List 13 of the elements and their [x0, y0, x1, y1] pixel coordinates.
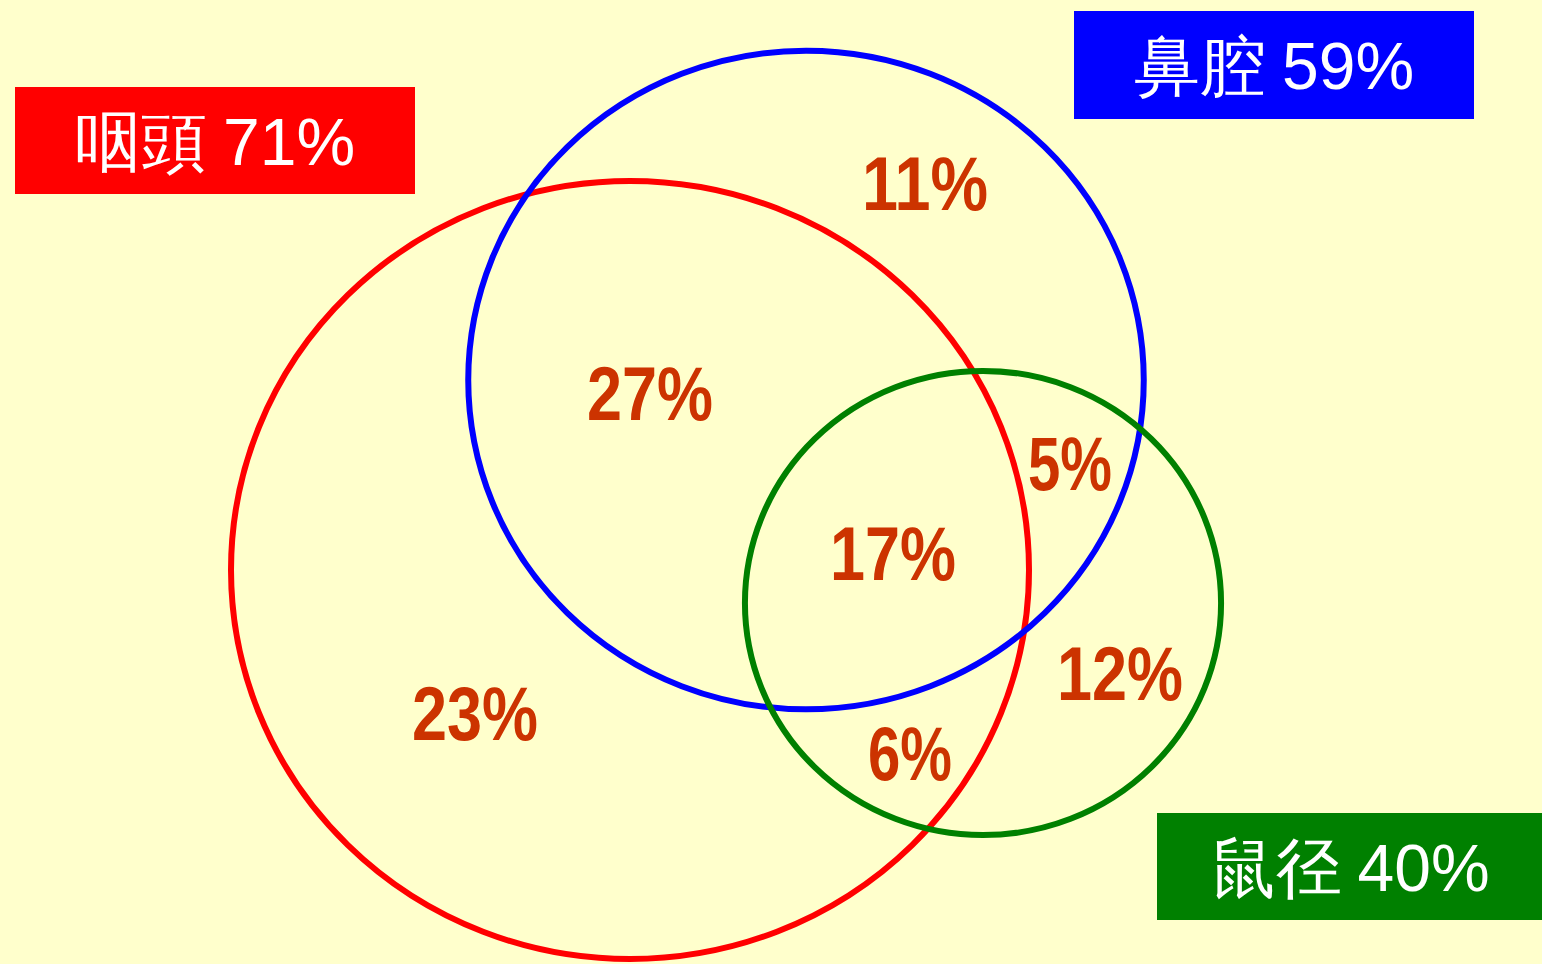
text: 5%: [1028, 421, 1138, 506]
text: 27%: [587, 351, 740, 436]
category-label: 咽頭: [75, 103, 207, 181]
text: 17%: [830, 511, 983, 596]
data-label: 59%: [1282, 29, 1415, 103]
category-label: 鼻腔: [1134, 28, 1266, 105]
text: 6%: [868, 711, 978, 796]
data-label: 40%: [1357, 830, 1490, 905]
category-label: 鼠径: [1209, 829, 1342, 907]
text: 12%: [1057, 631, 1210, 716]
text: 11%: [862, 141, 1010, 226]
data-label: 71%: [223, 104, 356, 179]
text: 23%: [412, 671, 565, 756]
